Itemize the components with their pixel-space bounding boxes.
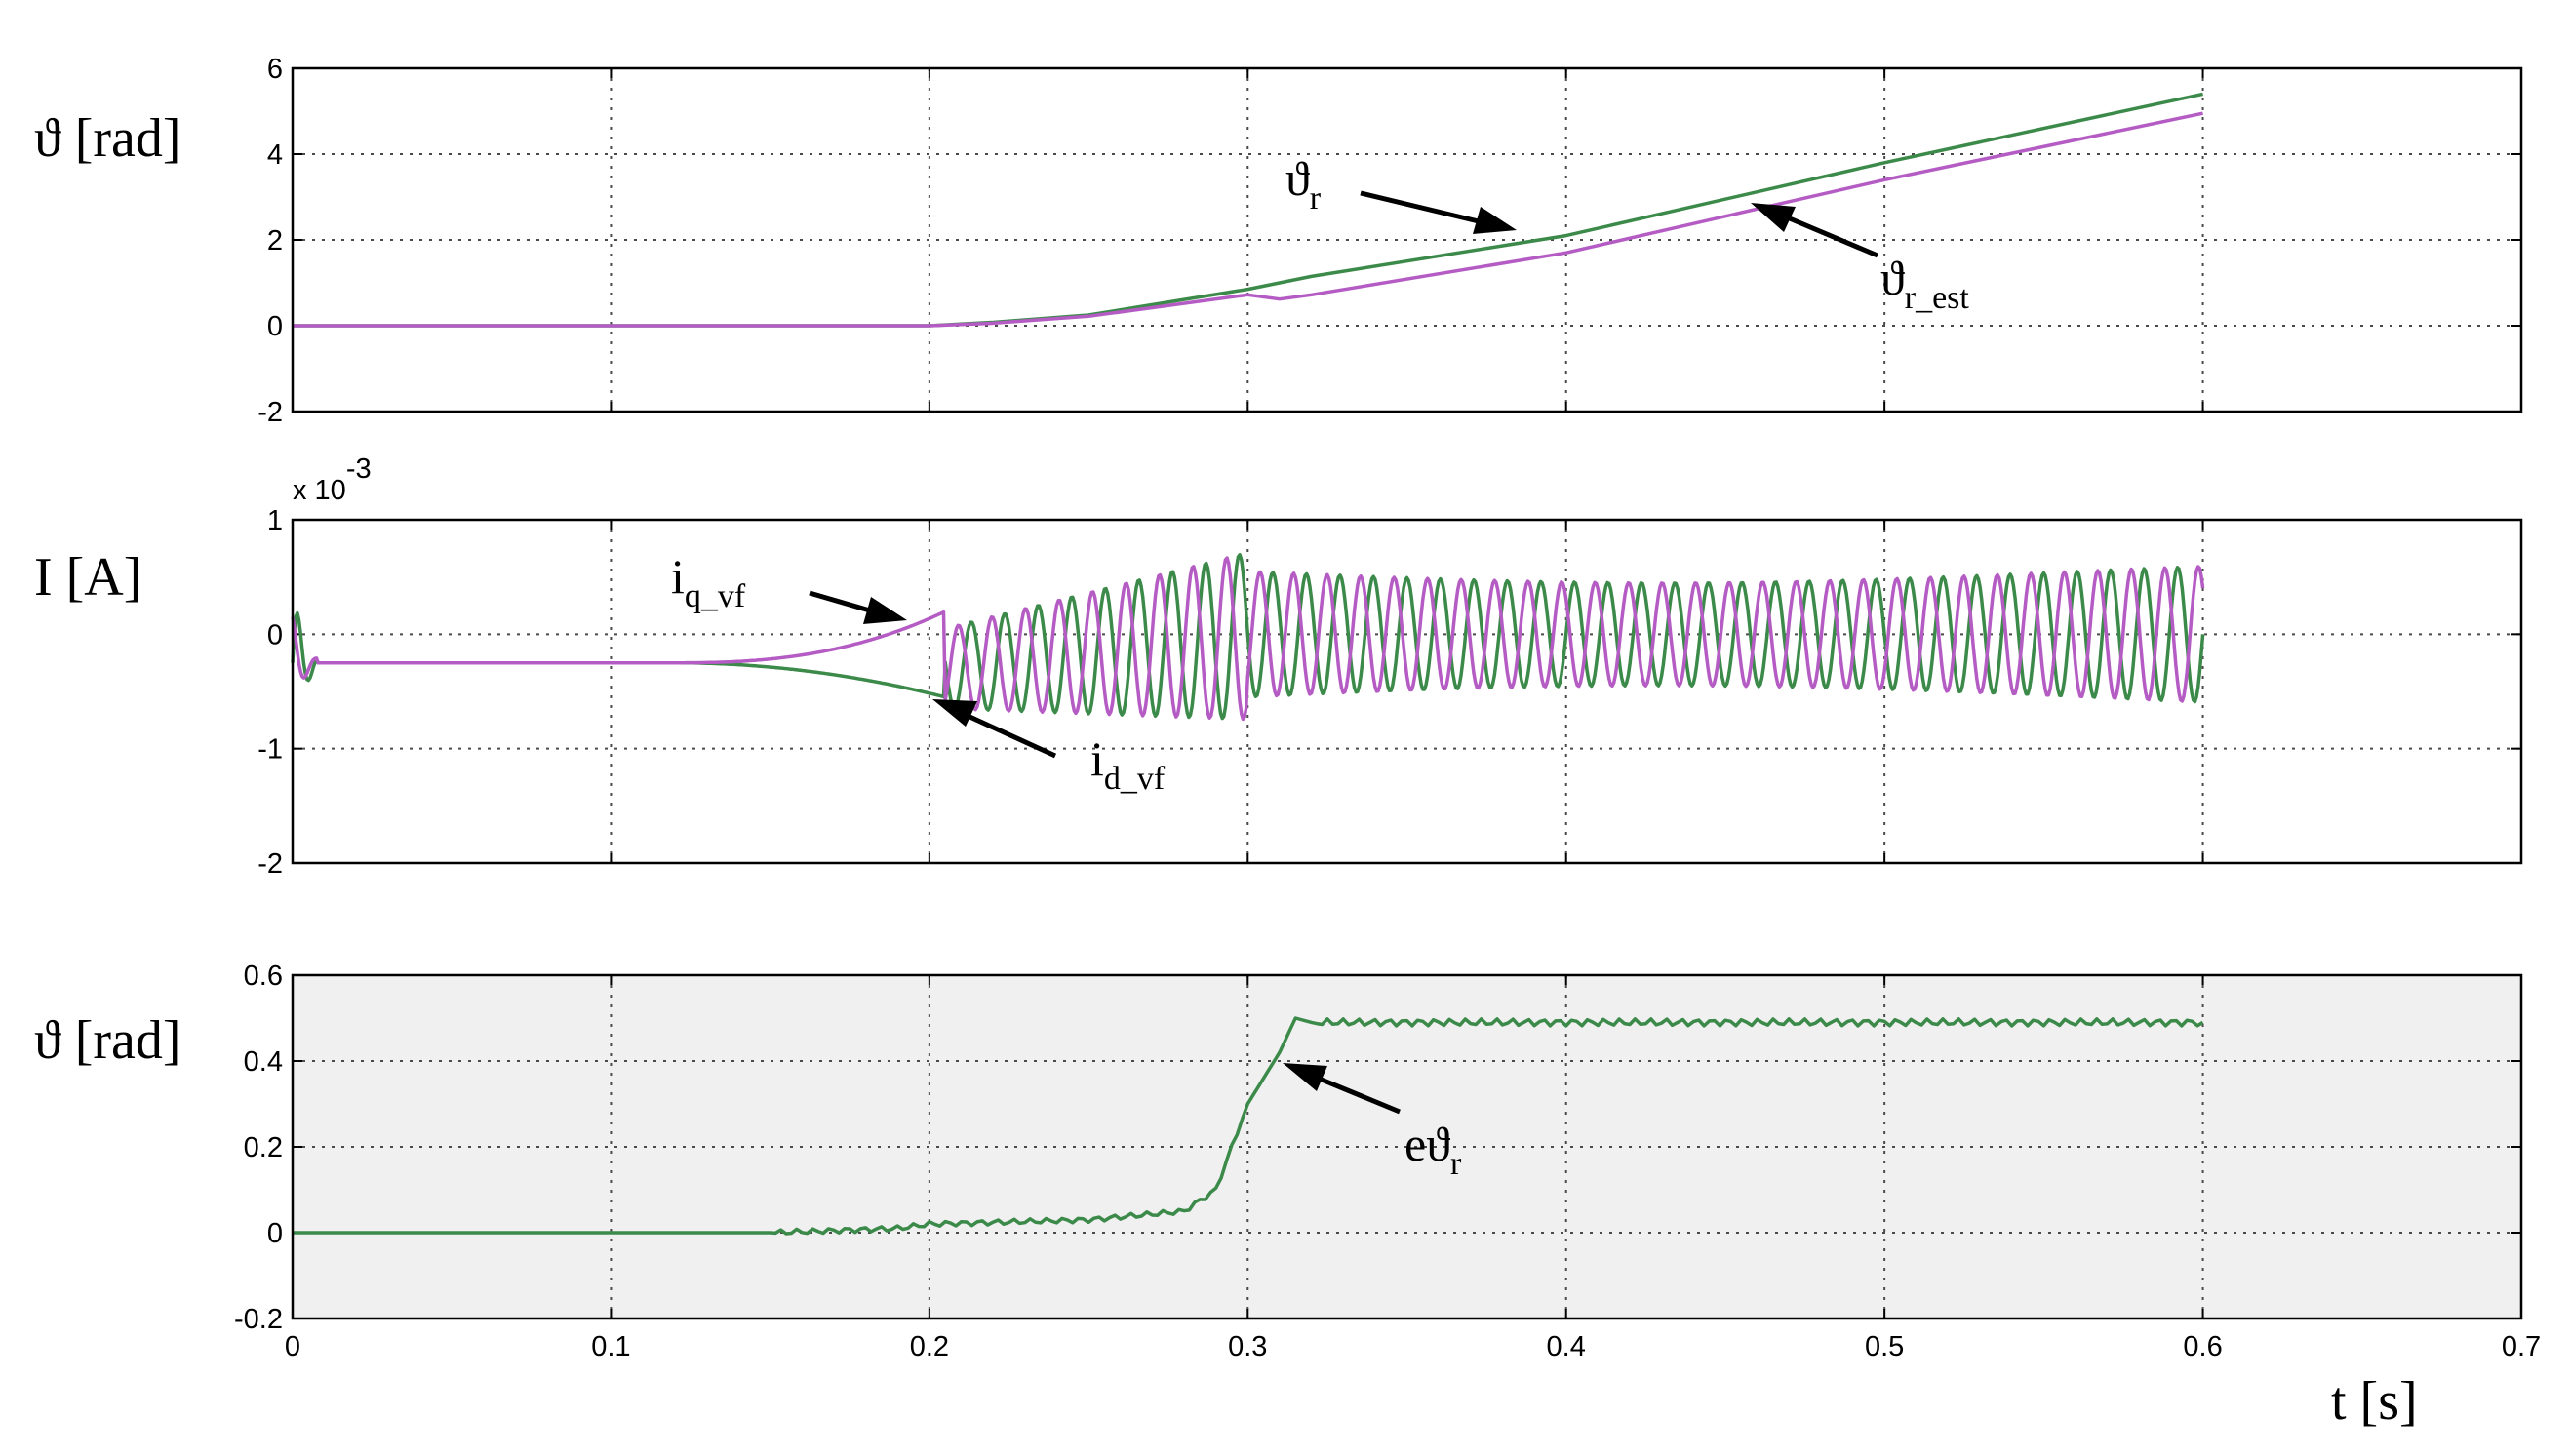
panel-error-xticks: 0 0.1 0.2 0.3 0.4 0.5 0.6 0.7: [285, 1331, 2541, 1362]
panel-error-ytick-label: 0: [267, 1218, 283, 1249]
panel-angle-frame: [291, 66, 2523, 413]
panel-current: 1 0 -1 -2 I [A] x 10-3 iq_vf id_vf: [34, 453, 2523, 880]
panel-current-ylabel: I [A]: [34, 547, 141, 608]
xtick-label: 0.4: [1547, 1331, 1586, 1362]
panel-current-yticks: 1 0 -1 -2: [257, 505, 2522, 880]
x-axis-label: t [s]: [2331, 1371, 2418, 1432]
series-thetar_est-line: [293, 111, 2203, 328]
panel-angle-ytick-label: 4: [267, 139, 283, 171]
xtick-label: 0.2: [910, 1331, 949, 1362]
panel-error-frame: [291, 973, 2523, 1320]
panel-current-background: [293, 520, 2521, 863]
xtick-label: 0.1: [591, 1331, 630, 1362]
panel-angle-ytick-label: -2: [257, 397, 283, 428]
theta-r-est-arrow: [1751, 203, 1878, 258]
panel-error-ytick-label: 0.4: [244, 1046, 283, 1078]
panel-angle-ytick-label: 0: [267, 311, 283, 342]
xtick-label: 0.5: [1865, 1331, 1904, 1362]
xtick-label: 0.3: [1228, 1331, 1267, 1362]
panel-current-grid: [293, 520, 2521, 863]
panel-angle-ylabel: ϑ [rad]: [34, 108, 181, 169]
panel-current-series: [291, 553, 2205, 722]
series-iq_vf-line: [291, 556, 2205, 722]
panel-current-exponent: x 10-3: [293, 453, 372, 506]
panel-error-ytick-label: 0.6: [244, 961, 283, 992]
e-theta-r-label: eϑr: [1404, 1117, 1462, 1182]
panel-angle: 6 4 2 0 -2 ϑ [rad] ϑr ϑr_est: [34, 54, 2523, 428]
panel-current-ytick-label: -1: [257, 734, 283, 766]
iq-vf-label: iq_vf: [671, 549, 746, 614]
panel-angle-series: [293, 92, 2203, 328]
series-ethetar-line: [293, 1016, 2204, 1236]
id-vf-arrow: [932, 699, 1057, 759]
panel-current-ytick-label: 0: [267, 619, 283, 650]
panel-current-ytick-label: -2: [257, 848, 283, 880]
panel-error-ylabel: ϑ [rad]: [34, 1010, 181, 1071]
panel-error-series: [293, 1016, 2204, 1236]
id-vf-label: id_vf: [1090, 731, 1166, 797]
iq-vf-arrow: [809, 590, 907, 624]
panel-angle-ytick-label: 6: [267, 54, 283, 85]
theta-r-est-label: ϑr_est: [1880, 251, 1969, 316]
panel-error-ytick-label: -0.2: [234, 1304, 283, 1335]
theta-r-label: ϑr: [1285, 151, 1322, 216]
e-theta-r-arrow: [1283, 1063, 1401, 1115]
xtick-label: 0.6: [2183, 1331, 2222, 1362]
panel-error: 0.60.40.20-0.2 0 0.1 0.2 0.3 0.4 0.5 0.6 0.7 ϑ …: [34, 961, 2541, 1432]
theta-r-arrow: [1360, 190, 1517, 234]
panel-error-ytick-label: 0.2: [244, 1132, 283, 1163]
xtick-label: 0: [285, 1331, 300, 1362]
panel-error-yticks: 0.6 0.4 0.2 0 -0.2: [234, 961, 2522, 1335]
panel-angle-ytick-label: 2: [267, 225, 283, 256]
xtick-label: 0.7: [2502, 1331, 2541, 1362]
panel-current-ytick-label: 1: [267, 505, 283, 536]
panel-current-frame: [291, 518, 2523, 865]
